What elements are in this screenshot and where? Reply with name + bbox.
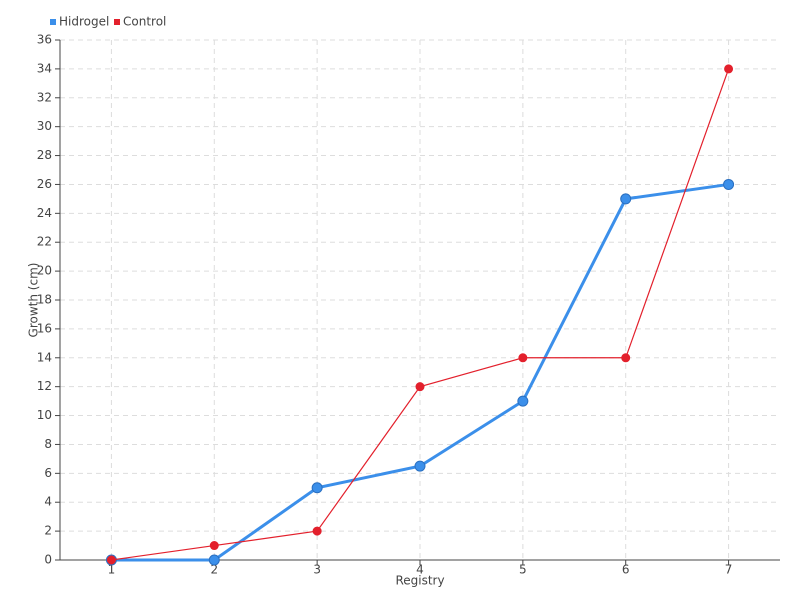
data-point [208,554,220,566]
y-axis-label: Growth (cm) [27,263,41,338]
x-tick-label: 3 [313,563,321,577]
legend-swatch [114,19,120,25]
x-tick-label: 4 [416,563,424,577]
x-tick-label: 1 [108,563,116,577]
y-tick-label: 8 [44,437,52,451]
y-tick-label: 30 [37,119,52,133]
y-tick-label: 34 [37,61,52,75]
data-point [620,193,632,205]
data-point [414,460,426,472]
y-tick-label: 28 [37,148,52,162]
legend-swatch [50,19,56,25]
y-tick-label: 0 [44,553,52,567]
x-axis-label: Registry [395,574,444,588]
legend-label: Control [123,15,166,29]
data-point [106,555,116,565]
y-tick-label: 24 [37,206,52,220]
y-tick-label: 6 [44,466,52,480]
data-point [518,353,528,363]
y-tick-label: 18 [37,293,52,307]
y-tick-label: 14 [37,350,52,364]
x-tick-label: 7 [725,563,733,577]
legend-label: Hidrogel [59,15,109,29]
y-tick-label: 32 [37,90,52,104]
x-tick-label: 6 [622,563,630,577]
y-tick-label: 16 [37,321,52,335]
y-tick-label: 20 [37,264,52,278]
x-tick-label: 2 [210,563,218,577]
data-point [209,541,219,551]
y-tick-label: 4 [44,495,52,509]
y-tick-label: 12 [37,379,52,393]
data-point [723,178,735,190]
data-point [621,353,631,363]
data-point [415,382,425,392]
data-point [724,64,734,74]
y-tick-label: 22 [37,235,52,249]
y-tick-label: 10 [37,408,52,422]
y-tick-label: 26 [37,177,52,191]
y-tick-label: 2 [44,524,52,538]
data-point [517,395,529,407]
data-point [312,526,322,536]
x-tick-label: 5 [519,563,527,577]
y-tick-label: 36 [37,33,52,47]
data-point [311,482,323,494]
